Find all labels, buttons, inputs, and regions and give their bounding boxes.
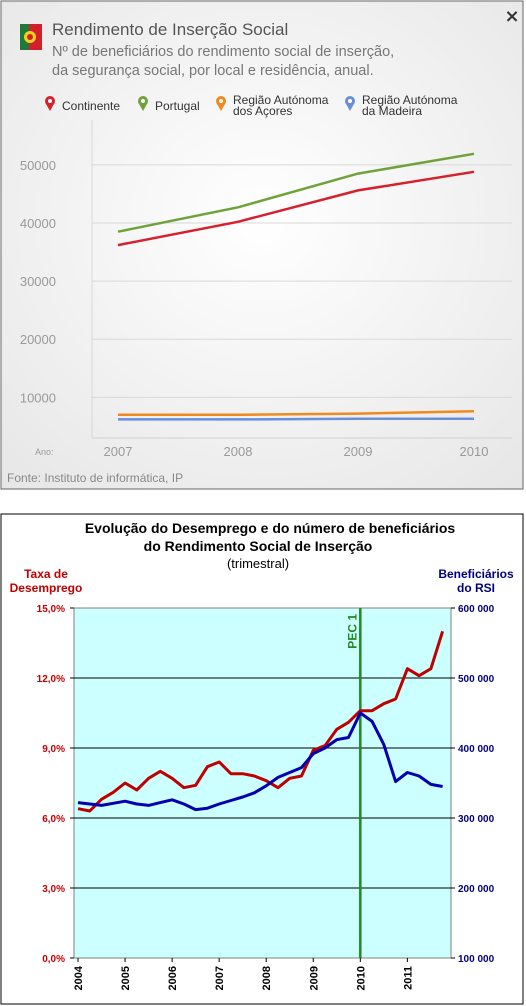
chart-2-series-line — [77, 630, 445, 813]
chart-1-x-tick-label: 2009 — [344, 444, 373, 459]
chart-2-title-line-2: do Rendimento Social de Inserção — [144, 538, 373, 554]
chart-2-left-axis-label-line-1: Taxa de — [24, 567, 68, 581]
chart-1-y-axis: 10000 20000 30000 40000 50000 — [20, 158, 56, 405]
chart-2-left-y-tick-label: 12,0% — [37, 674, 65, 685]
chart-2-plot-area — [73, 607, 452, 959]
chart-2-x-tick-label: 2006 — [167, 966, 179, 990]
chart-2-left-y-tick-label: 15,0% — [37, 604, 65, 615]
chart-2-left-axis-label-line-2: Desemprego — [10, 581, 83, 595]
chart-2-x-tick-label: 2004 — [73, 965, 85, 990]
chart-2-series — [77, 630, 445, 813]
chart-2-left-y-tick-label: 9,0% — [42, 744, 65, 755]
map-pin-tip — [216, 103, 226, 111]
chart-1-source: Fonte: Instituto de informática, IP — [7, 471, 183, 485]
rsi-annual-chart: Rendimento de Inserção Social Nº de bene… — [0, 0, 524, 490]
chart-1-legend-label: da Madeira — [362, 104, 422, 118]
map-pin-tip — [45, 103, 55, 111]
chart-2-right-y-tick-label: 500 000 — [458, 674, 495, 685]
chart-1-y-tick-label: 30000 — [20, 274, 56, 289]
chart-2-left-y-tick-label: 3,0% — [42, 884, 65, 895]
chart-1-subtitle-line-2: da segurança social, por local e residên… — [52, 63, 374, 79]
chart-2-series-line — [77, 711, 443, 812]
chart-2-right-y-tick-label: 300 000 — [458, 814, 495, 825]
chart-1-x-tick-label: 2008 — [224, 444, 253, 459]
chart-2-right-y-tick-label: 400 000 — [458, 744, 495, 755]
pec1-label: PEC 1 — [345, 614, 359, 649]
chart-1-legend-label: Portugal — [155, 99, 200, 113]
chart-2-right-axis-label-line-2: do RSI — [457, 581, 495, 595]
chart-2-left-y-tick-label: 6,0% — [42, 814, 65, 825]
chart-1-legend-label: Continente — [62, 99, 120, 113]
chart-2-grid — [70, 607, 455, 962]
chart-2-x-tick-label: 2009 — [308, 966, 320, 990]
chart-2-x-tick-label: 2011 — [402, 966, 414, 990]
chart-1-y-tick-label: 10000 — [20, 390, 56, 405]
chart-2-right-axis-label-line-1: Beneficiários — [438, 567, 514, 581]
chart-1-x-axis: 2007 2008 2009 2010 — [104, 444, 489, 459]
chart-1-series — [117, 152, 475, 421]
chart-2-x-tick-label: 2010 — [355, 966, 367, 990]
chart-2-right-y-axis: 100 000 200 000 300 000 400 000 500 000 600 0… — [458, 604, 495, 965]
chart-2-right-y-tick-label: 600 000 — [458, 604, 495, 615]
chart-1-series-line — [117, 152, 475, 233]
chart-2-left-y-axis: 0,0% 3,0% 6,0% 9,0% 12,0% 15,0% — [37, 604, 65, 965]
chart-2-x-tick-label: 2007 — [214, 966, 226, 990]
chart-1-legend-label: Região Autónoma — [362, 93, 458, 107]
chart-1-legend-label: Região Autónoma — [233, 93, 329, 107]
chart-1-legend-item: Continente — [45, 96, 120, 113]
chart-2-right-y-tick-label: 200 000 — [458, 884, 495, 895]
chart-1-legend-label: dos Açores — [233, 104, 292, 118]
chart-2-right-y-tick-label: 100 000 — [458, 954, 495, 965]
chart-1-x-tick-label: 2010 — [460, 444, 489, 459]
chart-2-left-y-tick-label: 0,0% — [42, 954, 65, 965]
chart-1-y-tick-label: 50000 — [20, 158, 56, 173]
map-pin-hole — [141, 99, 145, 103]
chart-1-y-tick-label: 20000 — [20, 332, 56, 347]
chart-1-series-line — [118, 410, 475, 417]
chart-2-x-axis: 2004 2005 2006 2007 2008 2009 2010 2011 — [73, 965, 414, 990]
close-icon[interactable]: × — [504, 6, 519, 27]
chart-1-series-line — [117, 170, 475, 247]
map-pin-hole — [48, 99, 52, 103]
map-pin-hole — [348, 99, 352, 103]
chart-1-series-line — [118, 417, 474, 421]
map-pin-tip — [345, 103, 355, 111]
chart-1-subtitle-line-1: Nº de beneficiários do rendimento social… — [52, 44, 394, 60]
chart-1-frame — [0, 0, 524, 490]
map-pin-tip — [138, 103, 148, 111]
portugal-logo-icon — [20, 24, 42, 50]
chart-2-title-line-1: Evolução do Desemprego e do número de be… — [85, 520, 456, 536]
chart-1-legend-item: Portugal — [138, 96, 200, 113]
chart-1-title: Rendimento de Inserção Social — [52, 20, 288, 39]
map-pin-hole — [219, 99, 223, 103]
chart-1-y-tick-label: 40000 — [20, 216, 56, 231]
chart-1-x-axis-label: Ano: — [35, 447, 54, 457]
chart-2-subtitle: (trimestral) — [227, 556, 289, 571]
chart-2-x-tick-label: 2008 — [261, 966, 273, 990]
chart-1-x-tick-label: 2007 — [104, 444, 133, 459]
chart-2-annotation: PEC 1 — [345, 608, 362, 958]
chart-2-x-tick-label: 2005 — [120, 966, 132, 990]
